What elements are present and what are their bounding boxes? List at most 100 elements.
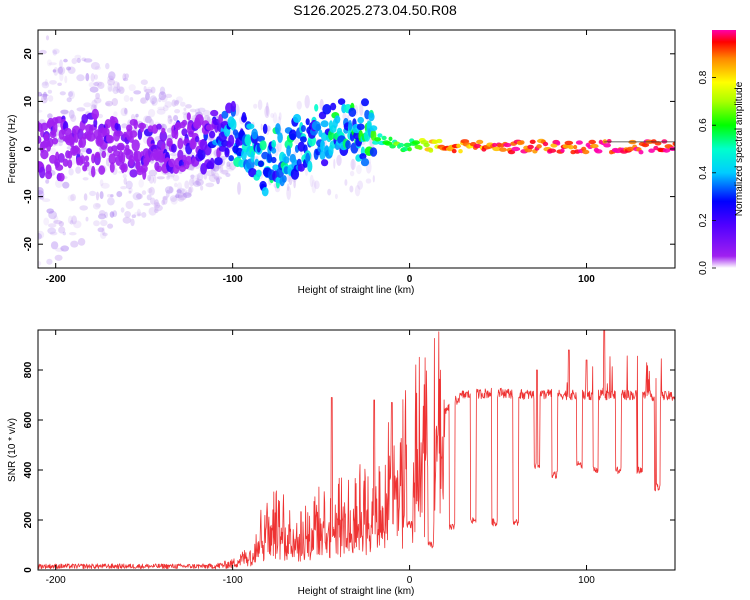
- heatmap-noise-blob: [278, 112, 282, 121]
- heatmap-signal-blob: [527, 144, 534, 150]
- heatmap-noise-blob: [38, 233, 42, 240]
- heatmap-noise-blob: [57, 66, 64, 74]
- heatmap-noise-blob: [173, 100, 179, 106]
- heatmap-noise-blob: [70, 193, 76, 201]
- heatmap-signal-blob: [67, 159, 73, 169]
- heatmap-noise-blob: [83, 58, 93, 63]
- heatmap-signal-blob: [246, 123, 255, 130]
- heatmap-noise-blob: [46, 59, 52, 67]
- heatmap-noise-blob: [193, 180, 202, 187]
- heatmap-noise-blob: [166, 174, 175, 179]
- heatmap-signal-blob: [381, 135, 387, 141]
- heatmap-noise-blob: [161, 199, 166, 206]
- heatmap-signal-blob: [606, 139, 612, 144]
- heatmap-noise-blob: [196, 177, 200, 186]
- heatmap-noise-blob: [41, 81, 50, 89]
- heatmap-signal-blob: [91, 108, 100, 120]
- heatmap-noise-blob: [38, 230, 45, 239]
- heatmap-noise-blob: [169, 195, 178, 203]
- heatmap-signal-blob: [116, 142, 125, 151]
- heatmap-noise-blob: [167, 115, 173, 125]
- heatmap-noise-blob: [154, 199, 159, 207]
- y-tick-label: 800: [23, 361, 34, 378]
- heatmap-noise-blob: [372, 175, 375, 183]
- heatmap-noise-blob: [68, 168, 74, 176]
- heatmap-signal-blob: [195, 135, 200, 143]
- heatmap-noise-blob: [49, 80, 57, 85]
- heatmap-signal-blob: [423, 142, 430, 148]
- heatmap-signal-blob: [672, 141, 675, 146]
- heatmap-noise-blob: [71, 215, 77, 225]
- x-tick-label: -100: [223, 274, 243, 285]
- heatmap-noise-blob: [60, 109, 69, 115]
- heatmap-signal-blob: [45, 164, 52, 175]
- heatmap-noise-blob: [184, 180, 190, 189]
- heatmap-noise-blob: [58, 226, 66, 234]
- heatmap-noise-blob: [207, 116, 210, 121]
- heatmap-noise-blob: [211, 173, 216, 178]
- snr-y-axis-label: SNR (10 * v/v): [7, 418, 18, 482]
- heatmap-signal-blob: [91, 153, 96, 164]
- heatmap-noise-blob: [141, 212, 147, 218]
- heatmap-signal-blob: [529, 139, 536, 144]
- heatmap-noise-blob: [129, 97, 134, 102]
- colorbar-tick-label: 0.4: [698, 165, 709, 179]
- heatmap-noise-blob: [220, 169, 229, 175]
- heatmap-noise-blob: [296, 100, 302, 110]
- heatmap-signal-blob: [556, 141, 561, 146]
- heatmap-signal-blob: [40, 149, 49, 160]
- heatmap-noise-blob: [138, 178, 144, 188]
- heatmap-noise-blob: [164, 101, 173, 108]
- heatmap-noise-blob: [188, 186, 194, 193]
- heatmap-signal-blob: [499, 147, 507, 152]
- heatmap-signal-blob: [101, 150, 107, 159]
- heatmap-noise-blob: [154, 208, 159, 214]
- heatmap-signal-blob: [297, 163, 305, 172]
- heatmap-noise-blob: [173, 115, 179, 122]
- heatmap-noise-blob: [148, 169, 158, 177]
- heatmap-signal-blob: [166, 137, 173, 147]
- heatmap-noise-blob: [189, 108, 197, 113]
- snr-panel: -200 -100 0 100 0 200 400 600 800 Height of str…: [7, 329, 676, 597]
- heatmap-noise-blob: [79, 205, 88, 211]
- heatmap-noise-blob: [351, 158, 355, 171]
- heatmap-noise-blob: [146, 86, 153, 96]
- heatmap-noise-blob: [195, 174, 200, 180]
- heatmap-signal-blob: [270, 156, 277, 164]
- heatmap-signal-blob: [133, 119, 138, 130]
- heatmap-noise-blob: [210, 167, 216, 177]
- heatmap-noise-blob: [107, 197, 115, 206]
- heatmap-signal-blob: [80, 155, 86, 165]
- heatmap-noise-blob: [50, 241, 59, 250]
- heatmap-signal-blob: [84, 155, 90, 162]
- heatmap-signal-blob: [348, 107, 357, 118]
- heatmap-noise-blob: [182, 111, 189, 116]
- heatmap-signal-blob: [473, 143, 482, 149]
- heatmap-noise-blob: [110, 194, 114, 198]
- heatmap-signal-blob: [288, 129, 297, 141]
- heatmap-signal-blob: [129, 169, 138, 178]
- heatmap-signal-blob: [52, 121, 58, 134]
- heatmap-signal-blob: [40, 122, 49, 131]
- heatmap-noise-blob: [175, 96, 183, 103]
- heatmap-noise-blob: [54, 254, 63, 261]
- heatmap-signal-blob: [297, 141, 305, 152]
- heatmap-noise-blob: [99, 191, 104, 200]
- heatmap-signal-blob: [58, 153, 65, 163]
- y-tick-label: -20: [23, 237, 34, 252]
- heatmap-signal-blob: [86, 148, 92, 155]
- heatmap-signal-blob: [542, 141, 549, 147]
- heatmap-signal-blob: [171, 143, 177, 153]
- heatmap-signal-blob: [590, 143, 599, 149]
- heatmap-signal-blob: [407, 147, 412, 152]
- heatmap-noise-blob: [92, 202, 101, 210]
- heatmap-signal-blob: [357, 116, 365, 124]
- heatmap-noise-blob: [122, 216, 132, 224]
- heatmap-signal-blob: [322, 104, 332, 115]
- spectrogram-y-ticks: -20 -10 0 10 20: [23, 48, 675, 252]
- heatmap-signal-blob: [94, 151, 101, 158]
- heatmap-noise-blob: [39, 49, 47, 55]
- heatmap-noise-blob: [93, 97, 102, 104]
- heatmap-signal-blob: [641, 142, 650, 148]
